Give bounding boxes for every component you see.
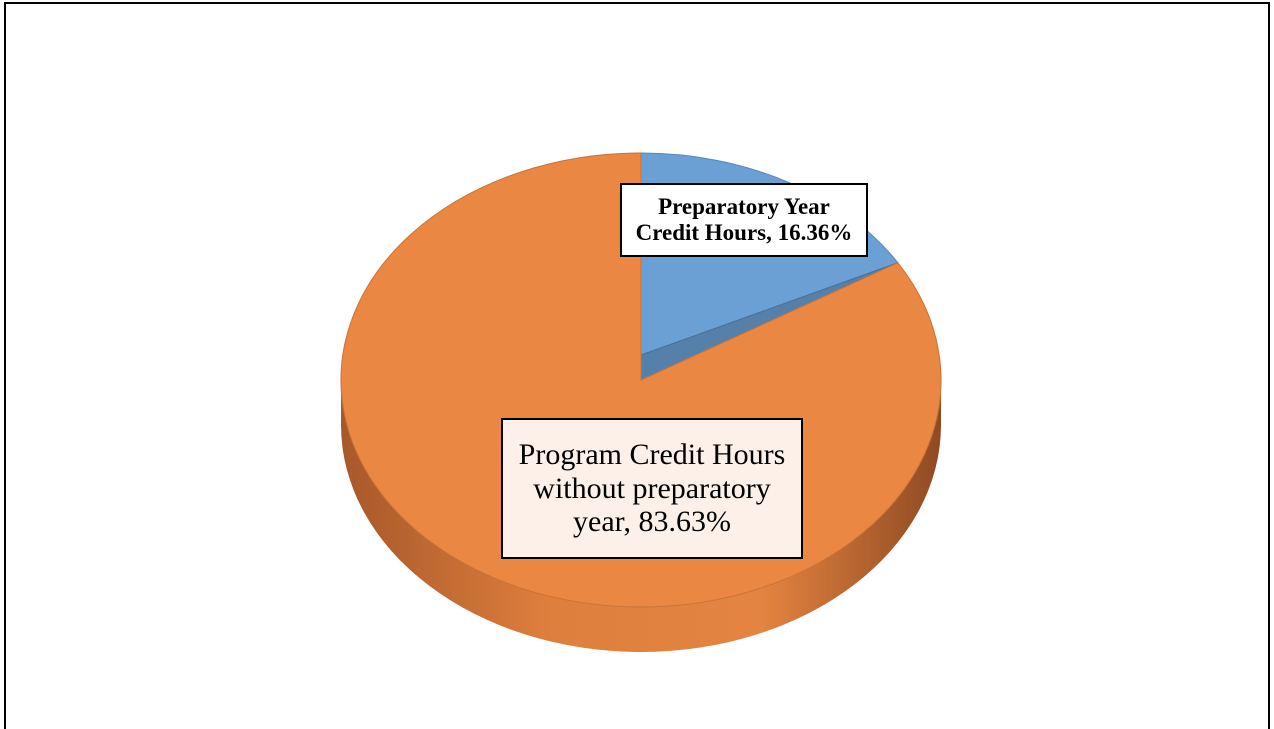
data-label-text: Program Credit Hours without preparatory…: [501, 418, 803, 559]
frame: [4, 2, 1270, 729]
data-label: Preparatory Year Credit Hours, 16.36%: [620, 183, 868, 257]
data-label-text: Preparatory Year Credit Hours, 16.36%: [620, 183, 868, 257]
pie-side: [341, 380, 941, 652]
data-label: Program Credit Hours without preparatory…: [501, 418, 803, 559]
